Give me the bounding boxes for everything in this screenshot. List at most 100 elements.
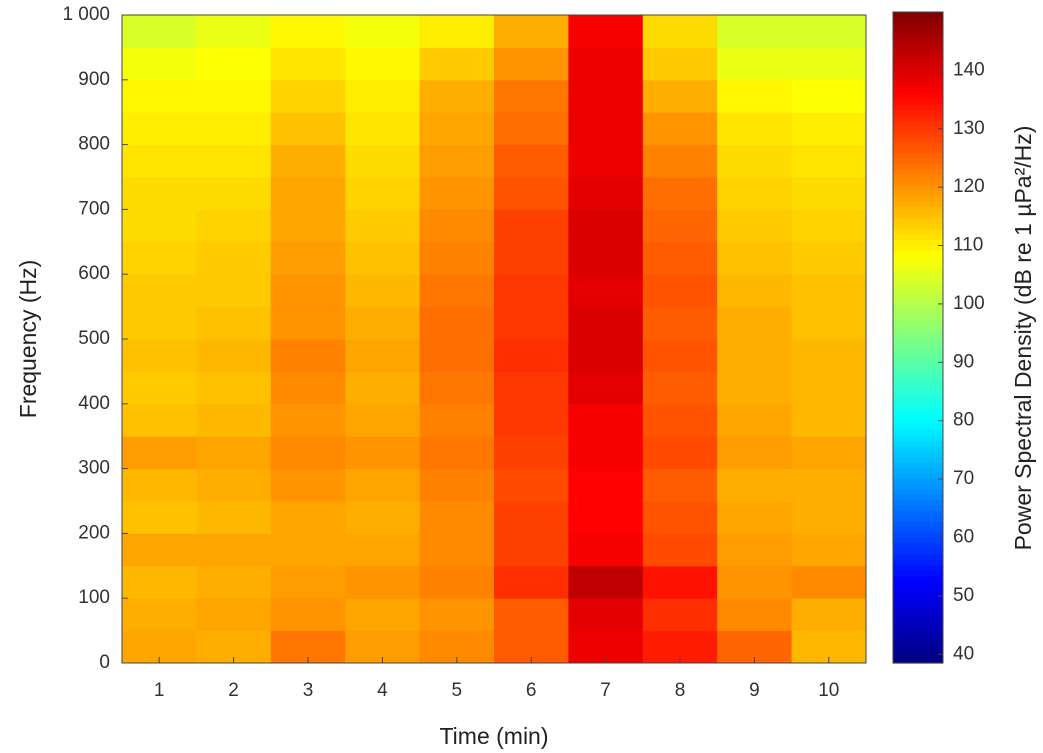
- heatmap-cell: [642, 306, 718, 340]
- x-tick-label: 1: [154, 680, 165, 701]
- heatmap-cell: [494, 209, 569, 243]
- colorbar-step: [893, 614, 943, 621]
- colorbar-step: [893, 429, 943, 436]
- colorbar-step: [893, 370, 943, 377]
- heatmap-cell: [419, 144, 495, 178]
- x-tick-label: 5: [452, 680, 463, 701]
- colorbar-step: [893, 603, 943, 610]
- heatmap-cell: [419, 15, 495, 48]
- colorbar-step: [893, 115, 943, 122]
- colorbar-step: [893, 554, 943, 561]
- colorbar-tick-label: 90: [953, 351, 974, 372]
- heatmap-cell: [345, 598, 421, 632]
- heatmap-cell: [196, 501, 272, 534]
- heatmap-cell: [494, 371, 569, 405]
- colorbar-step: [893, 652, 943, 659]
- heatmap-cell: [122, 209, 197, 243]
- colorbar-step: [893, 646, 943, 653]
- heatmap-cell: [717, 468, 793, 502]
- colorbar-tick-label: 70: [953, 468, 974, 489]
- heatmap-cell: [196, 241, 272, 275]
- heatmap-cell: [122, 501, 197, 534]
- heatmap-cell: [717, 598, 793, 632]
- y-tick-label: 900: [78, 69, 110, 90]
- colorbar-step: [893, 440, 943, 447]
- heatmap-cell: [122, 47, 197, 81]
- heatmap-cell: [196, 274, 272, 308]
- colorbar-step: [893, 147, 943, 154]
- heatmap-cell: [791, 533, 867, 567]
- colorbar-step: [893, 136, 943, 143]
- colorbar-tick-label: 110: [953, 235, 983, 256]
- heatmap-cell: [568, 436, 644, 470]
- heatmap-cell: [717, 241, 793, 275]
- heatmap-cell: [791, 436, 867, 470]
- heatmap-cell: [270, 436, 346, 470]
- colorbar-step: [893, 483, 943, 490]
- colorbar-step: [893, 380, 943, 387]
- heatmap-cell: [345, 79, 421, 113]
- heatmap-cell: [122, 598, 197, 632]
- heatmap-cell: [419, 598, 495, 632]
- heatmap-cell: [122, 468, 197, 502]
- heatmap-cell: [196, 306, 272, 340]
- colorbar-step: [893, 342, 943, 349]
- heatmap-cell: [568, 274, 644, 308]
- y-tick-label: 100: [78, 587, 110, 608]
- colorbar-step: [893, 66, 943, 73]
- colorbar-step: [893, 283, 943, 290]
- heatmap-cell: [642, 436, 718, 470]
- heatmap-cell: [122, 144, 197, 178]
- colorbar-step: [893, 239, 943, 246]
- heatmap-cell: [122, 274, 197, 308]
- heatmap-cell: [196, 339, 272, 372]
- y-tick-label: 200: [78, 522, 110, 543]
- heatmap-cell: [122, 565, 197, 599]
- colorbar-step: [893, 565, 943, 572]
- y-tick-label: 500: [78, 328, 110, 349]
- heatmap-cell: [717, 533, 793, 567]
- heatmap-cell: [568, 501, 644, 534]
- heatmap-cell: [642, 241, 718, 275]
- colorbar-step: [893, 549, 943, 556]
- heatmap-cell: [419, 241, 495, 275]
- colorbar-step: [893, 163, 943, 170]
- heatmap-cell: [419, 112, 495, 146]
- heatmap-cell: [196, 533, 272, 567]
- heatmap-cell: [270, 306, 346, 340]
- colorbar-step: [893, 348, 943, 355]
- heatmap-cell: [494, 501, 569, 534]
- heatmap-cell: [642, 274, 718, 308]
- colorbar-tick-label: 80: [953, 410, 974, 431]
- heatmap-cell: [345, 403, 421, 437]
- colorbar-step: [893, 332, 943, 339]
- x-tick-label: 10: [818, 680, 839, 701]
- colorbar-step: [893, 527, 943, 534]
- heatmap-cell: [494, 79, 569, 113]
- heatmap-cell: [717, 339, 793, 372]
- heatmap-cell: [568, 468, 644, 502]
- colorbar-step: [893, 212, 943, 219]
- heatmap-cell: [419, 468, 495, 502]
- colorbar-step: [893, 451, 943, 458]
- colorbar-step: [893, 581, 943, 588]
- heatmap-cell: [791, 371, 867, 405]
- heatmap-cell: [791, 209, 867, 243]
- heatmap-cell: [642, 565, 718, 599]
- x-tick-label: 4: [377, 680, 388, 701]
- colorbar-tick-label: 100: [953, 293, 985, 314]
- colorbar-step: [893, 131, 943, 138]
- colorbar-step: [893, 60, 943, 67]
- colorbar-step: [893, 630, 943, 637]
- colorbar-step: [893, 277, 943, 284]
- heatmap-cell: [791, 15, 867, 48]
- colorbar-step: [893, 315, 943, 322]
- colorbar-step: [893, 180, 943, 187]
- heatmap-cell: [270, 403, 346, 437]
- heatmap-cell: [642, 47, 718, 81]
- heatmap-cell: [494, 533, 569, 567]
- heatmap-cell: [122, 177, 197, 210]
- y-tick-label: 300: [78, 458, 110, 479]
- colorbar-step: [893, 592, 943, 599]
